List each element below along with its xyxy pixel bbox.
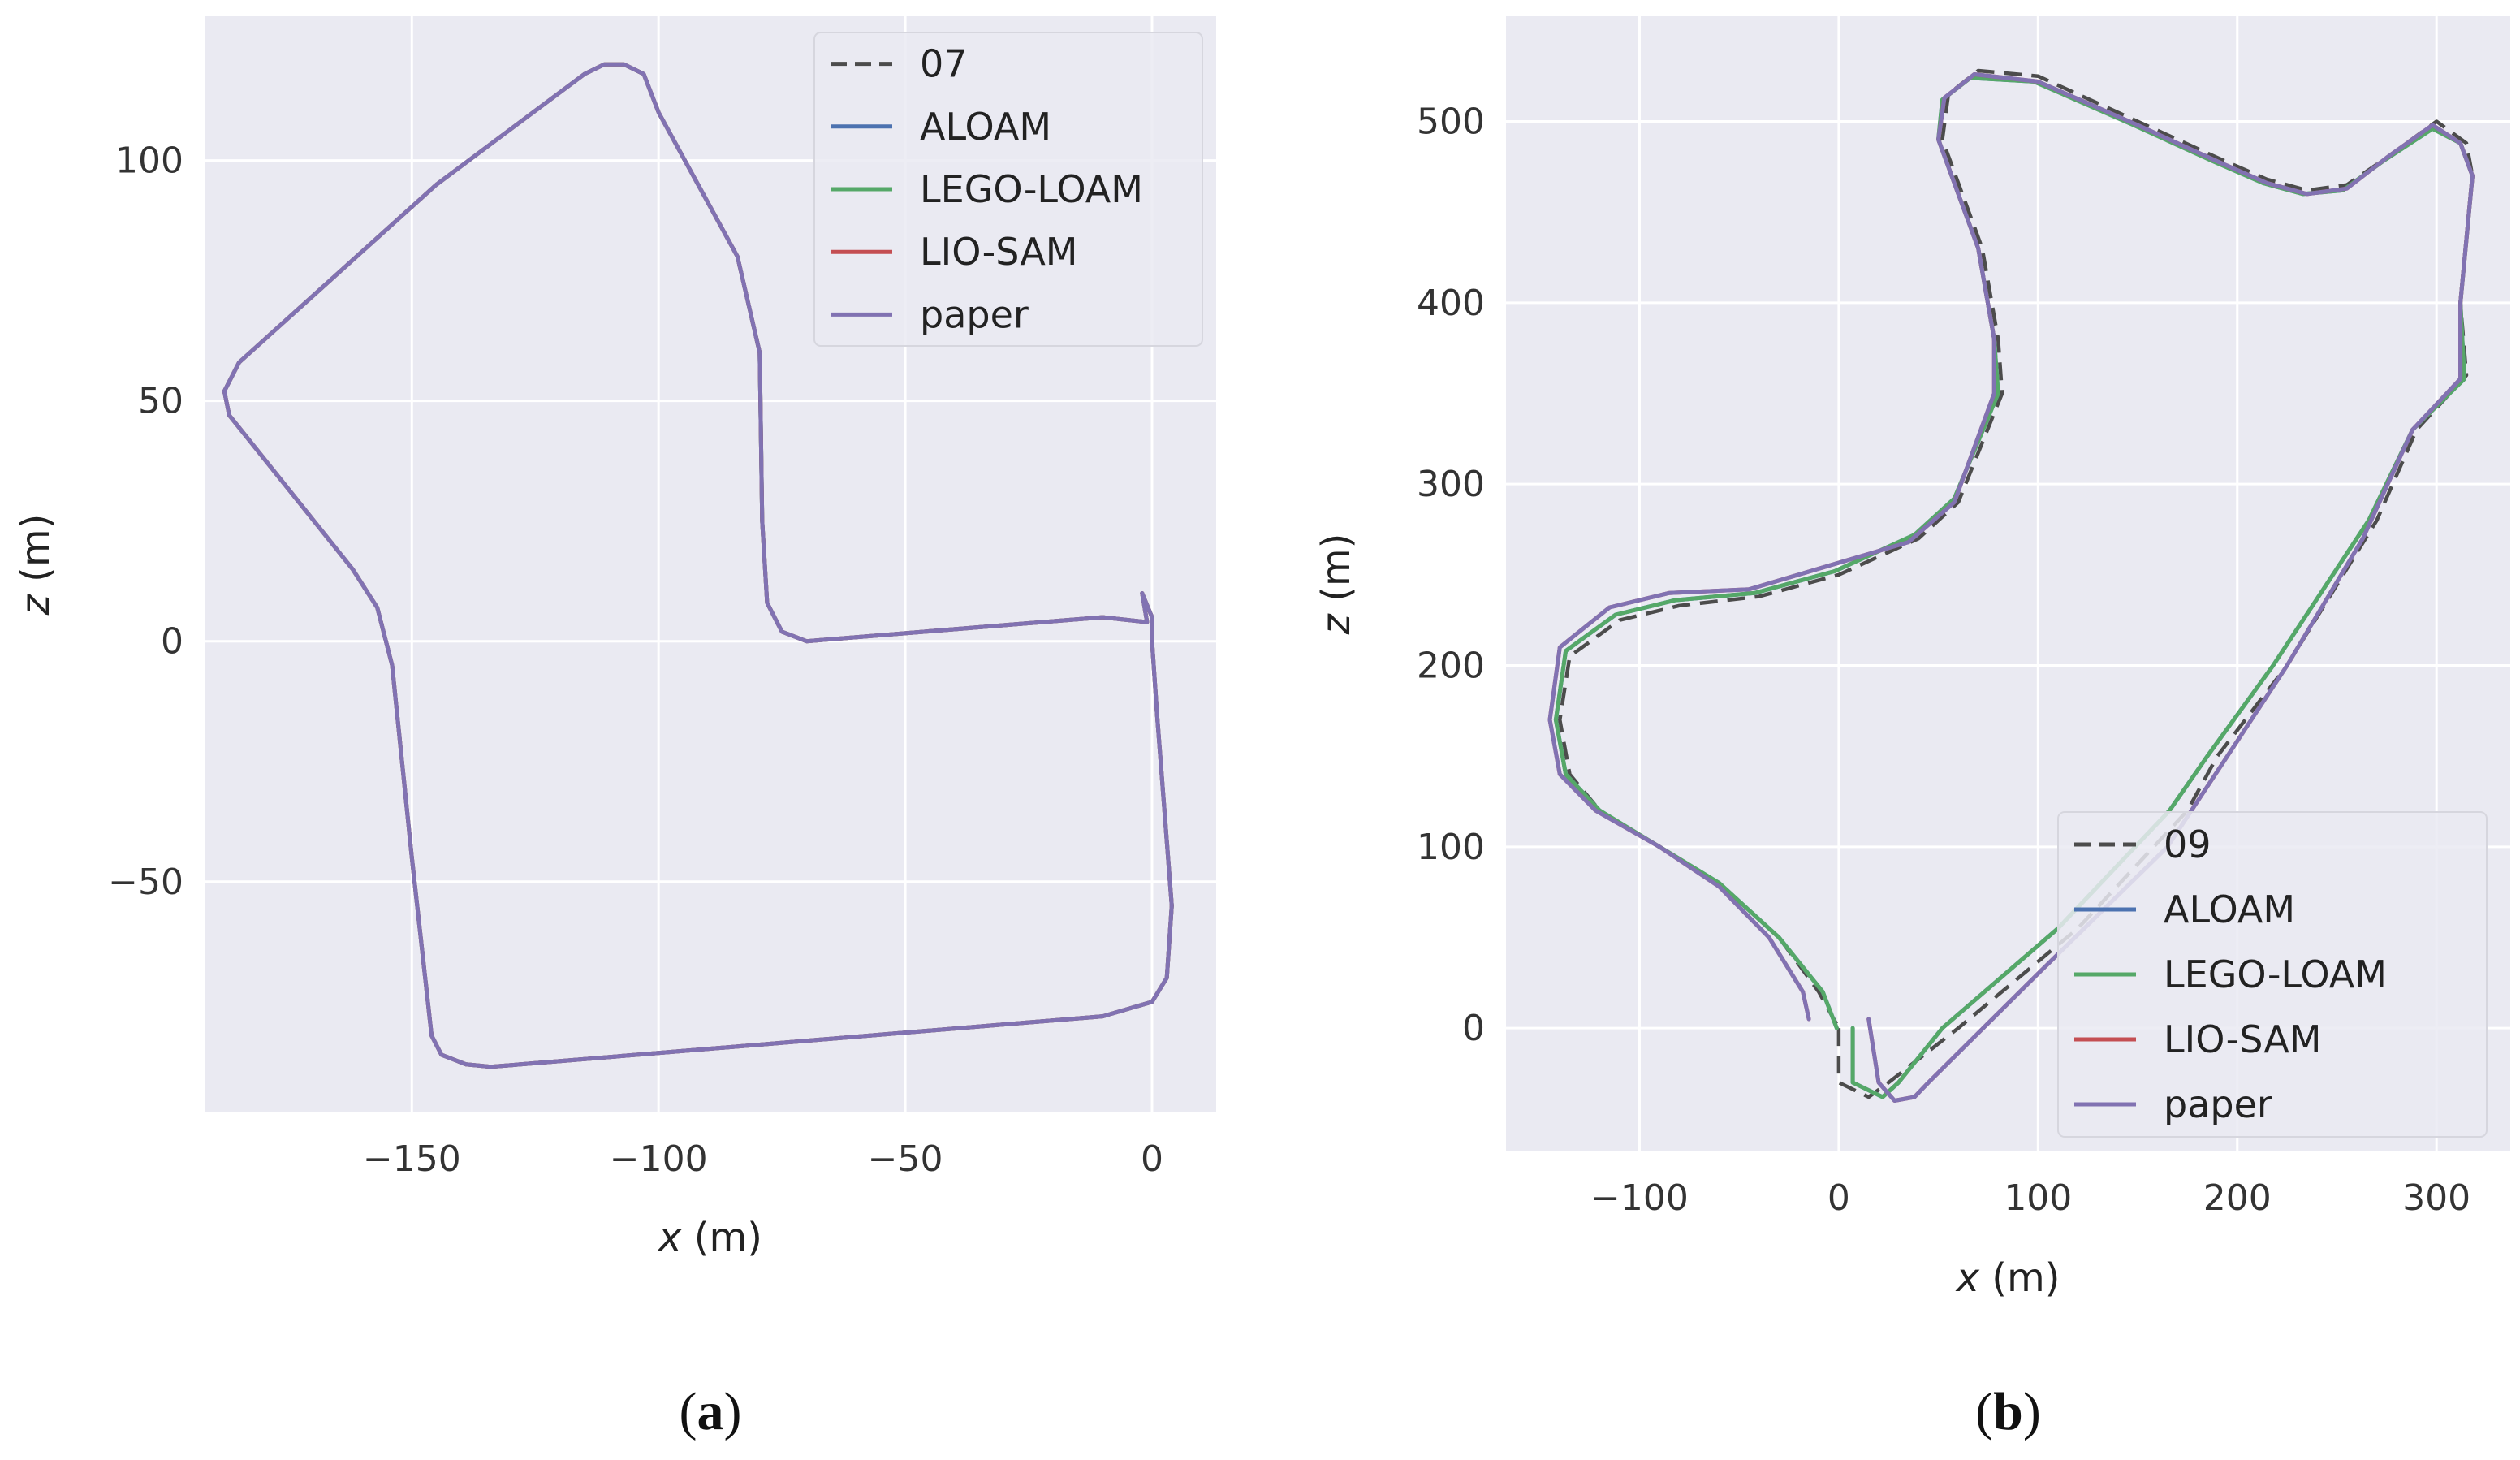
x-tick-label: 0 [1141, 1138, 1163, 1180]
x-tick-label: 100 [2004, 1177, 2072, 1219]
y-tick-label: 100 [1417, 827, 1485, 868]
panel-caption: (b) [1975, 1382, 2041, 1441]
chart-panel-b: −100 0 100 200 300 0 100 200 300 400 500 09 ALOAM LEG… [1314, 16, 2510, 1441]
chart-panel-a: −150 −100 −50 0 −50 0 50 100 07 ALOAM LEGO-LOAM LIO… [13, 16, 1216, 1441]
legend-label-lio-sam: LIO-SAM [2164, 1017, 2322, 1061]
legend-box [2057, 811, 2488, 1138]
panel-caption: (a) [680, 1382, 742, 1441]
x-tick-label: −100 [1590, 1177, 1689, 1219]
legend-label-07: 07 [920, 42, 968, 86]
y-tick-label: 300 [1417, 464, 1485, 505]
x-tick-label: −50 [868, 1138, 943, 1180]
x-tick-label: −150 [363, 1138, 461, 1180]
x-tick-label: 200 [2203, 1177, 2272, 1219]
y-tick-label: 0 [1462, 1008, 1485, 1049]
y-tick-label: 100 [115, 140, 183, 182]
series-group [1547, 68, 2475, 1103]
legend-label-aloam: ALOAM [920, 105, 1051, 149]
series-group [222, 62, 1174, 1069]
legend-label-lego-loam: LEGO-LOAM [2164, 952, 2387, 996]
y-tick-label: 200 [1417, 645, 1485, 686]
legend: 09 ALOAM LEGO-LOAM LIO-SAM paper [2057, 811, 2488, 1138]
x-tick-label: 300 [2402, 1177, 2470, 1219]
legend-label-aloam: ALOAM [2164, 888, 2295, 931]
legend-label-09: 09 [2164, 823, 2211, 866]
legend-label-lio-sam: LIO-SAM [920, 230, 1078, 274]
legend-box [813, 32, 1203, 347]
x-tick-label: 0 [1827, 1177, 1850, 1219]
x-axis-label: x (m) [1955, 1255, 2060, 1301]
legend: 07 ALOAM LEGO-LOAM LIO-SAM paper [813, 32, 1203, 347]
y-tick-label: 0 [161, 621, 183, 663]
legend-label-paper: paper [2164, 1082, 2272, 1126]
y-tick-label: 500 [1417, 102, 1485, 143]
y-tick-label: 50 [138, 381, 183, 422]
x-tick-label: −100 [610, 1138, 708, 1180]
series-line-09 [1558, 68, 2475, 1099]
x-axis-label: x (m) [657, 1215, 762, 1260]
legend-label-paper: paper [920, 292, 1029, 336]
y-axis-label: z (m) [1314, 533, 1359, 636]
series-line-paper [1547, 72, 2475, 1103]
y-tick-label: −50 [108, 862, 183, 903]
legend-label-lego-loam: LEGO-LOAM [920, 167, 1143, 211]
y-axis-label: z (m) [13, 514, 58, 616]
y-tick-label: 400 [1417, 283, 1485, 324]
series-line-paper [222, 62, 1174, 1069]
